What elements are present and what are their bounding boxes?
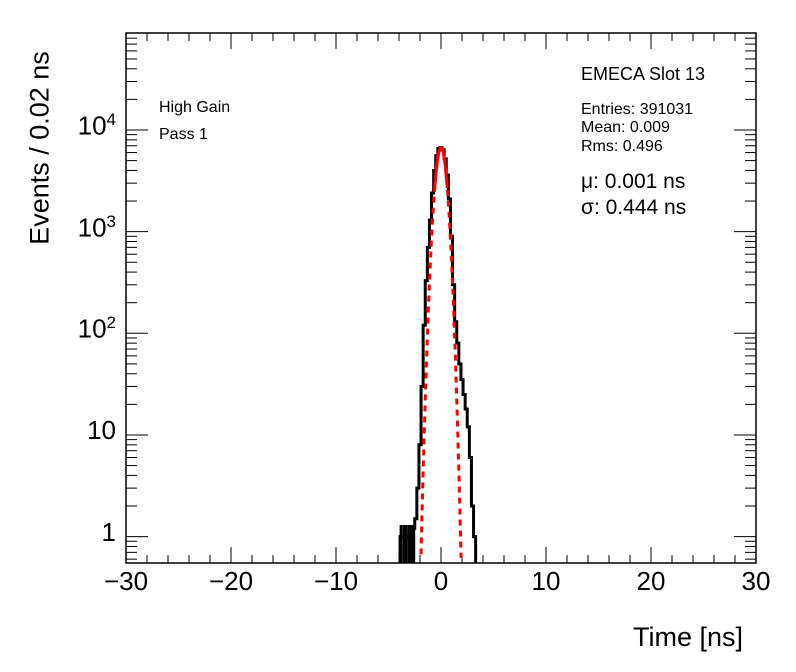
x-tick-label: −30 [103, 566, 149, 596]
fit-curve-solid [433, 146, 449, 189]
gaussian-fit-series [419, 146, 463, 558]
x-tick-label: −20 [208, 566, 254, 596]
mean-stat: Mean: 0.009 [581, 119, 670, 136]
rms-stat: Rms: 0.496 [581, 138, 663, 155]
y-tick-label: 104 [36, 110, 116, 141]
histogram-line [398, 146, 478, 563]
y-tick-label: 103 [36, 212, 116, 243]
x-tick-label: 30 [741, 566, 771, 596]
y-tick-label: 10 [36, 415, 116, 446]
pass-label: Pass 1 [159, 126, 208, 143]
axis-ticks [125, 32, 757, 563]
y-tick-exponent: 3 [106, 211, 116, 231]
fit-mu: μ: 0.001 ns [581, 170, 686, 193]
slot-title: EMECA Slot 13 [581, 64, 706, 84]
y-tick-base: 10 [87, 414, 116, 445]
fit-extrapolation-dashed [419, 146, 463, 558]
gain-label: High Gain [159, 99, 231, 116]
fit-sigma: σ: 0.444 ns [581, 196, 687, 219]
y-tick-label: 1 [36, 517, 116, 548]
x-tick-label: −10 [313, 566, 359, 596]
y-tick-base: 10 [77, 211, 107, 242]
y-tick-base: 10 [77, 313, 107, 344]
entries-stat: Entries: 391031 [581, 101, 694, 118]
x-tick-label: 10 [531, 566, 561, 596]
histogram-series [398, 146, 478, 563]
y-tick-base: 1 [101, 516, 116, 547]
y-tick-label: 102 [36, 313, 116, 344]
y-tick-base: 10 [77, 110, 107, 141]
x-tick-label: 20 [636, 566, 666, 596]
y-tick-exponent: 2 [106, 313, 116, 333]
x-tick-label: 0 [433, 566, 449, 596]
x-axis-title: Time [ns] [633, 622, 744, 652]
y-tick-exponent: 4 [106, 110, 116, 129]
